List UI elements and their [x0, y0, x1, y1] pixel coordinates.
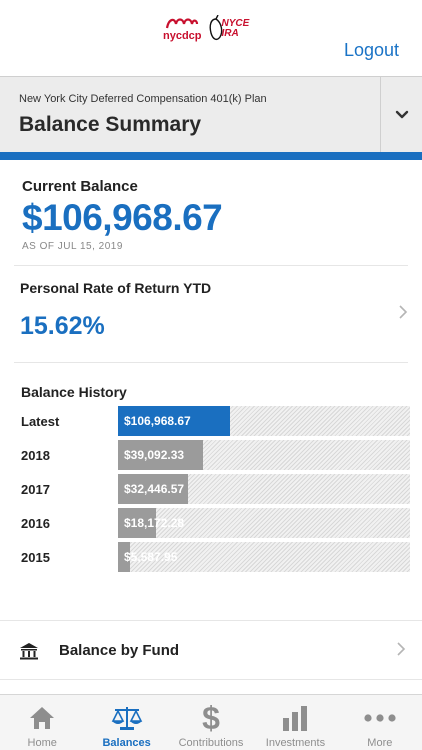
bottom-tab-bar: Home Balances $ Contributions — [0, 694, 422, 750]
plan-dropdown-button[interactable] — [380, 77, 422, 153]
ira-text: IRA — [221, 28, 239, 39]
nycdcp-logo-text: nycdcp — [163, 30, 202, 42]
balance-history-title: Balance History — [21, 384, 127, 400]
tab-label: Contributions — [178, 737, 244, 749]
history-bar-track: $5,587.95 — [118, 542, 410, 572]
logout-button[interactable]: Logout — [343, 40, 399, 60]
tab-label: More — [367, 737, 393, 749]
history-row-label: Latest — [21, 414, 60, 429]
history-bar-fill — [118, 440, 203, 470]
nyce-text: NYCE — [221, 18, 250, 29]
bank-icon — [20, 643, 38, 660]
history-row-value: $106,968.67 — [124, 414, 191, 428]
current-balance-label: Current Balance — [22, 178, 138, 195]
history-row-value: $32,446.57 — [124, 482, 185, 496]
tab-home[interactable]: Home — [0, 695, 84, 750]
history-bar-fill — [118, 508, 156, 538]
balance-by-fund-label: Balance by Fund — [59, 642, 180, 659]
history-bar-track: $18,172.28 — [118, 508, 410, 538]
history-bar-fill — [118, 406, 231, 436]
history-row-label: 2017 — [21, 482, 50, 497]
history-row: 2016 $18,172.28 — [21, 508, 411, 538]
plan-selector[interactable]: New York City Deferred Compensation 401(… — [0, 76, 422, 153]
chevron-right-icon — [397, 642, 406, 656]
history-bar-track: $106,968.67 — [118, 406, 410, 436]
history-row: Latest $106,968.67 — [21, 406, 411, 436]
history-row-label: 2018 — [21, 448, 50, 463]
tab-label: Investments — [265, 737, 326, 749]
history-row: 2017 $32,446.57 — [21, 474, 411, 504]
tab-balances[interactable]: Balances — [84, 695, 168, 750]
history-bar-fill — [118, 474, 189, 504]
divider — [14, 265, 408, 266]
tab-more[interactable]: More — [338, 695, 422, 750]
current-balance-as-of: AS OF JUL 15, 2019 — [22, 241, 123, 252]
bar-chart-icon — [283, 706, 308, 731]
tab-label: Balances — [102, 737, 151, 749]
balance-history-section: Balance History Latest $106,968.67 2018 … — [21, 384, 411, 572]
nyce-ira-logo: NYCE IRA — [208, 15, 250, 41]
more-dots-icon — [364, 714, 396, 722]
history-row-value: $39,092.33 — [124, 448, 185, 462]
tab-label: Home — [27, 737, 57, 749]
plan-name: New York City Deferred Compensation 401(… — [19, 93, 267, 105]
rate-of-return-label: Personal Rate of Return YTD — [20, 280, 212, 296]
history-bar-fill — [118, 542, 130, 572]
rate-of-return-value: 15.62% — [20, 312, 105, 340]
history-row-value: $18,172.28 — [124, 516, 185, 530]
top-bar: nycdcp NYCE IRA Logout — [0, 0, 422, 76]
history-row-value: $5,587.95 — [124, 550, 178, 564]
nycdcp-swirl-icon — [165, 18, 199, 29]
brand-logos: nycdcp NYCE IRA — [163, 15, 250, 42]
history-row-label: 2015 — [21, 550, 50, 565]
rate-of-return-row[interactable]: Personal Rate of Return YTD 15.62% — [20, 280, 410, 362]
apple-icon — [209, 15, 222, 41]
tab-investments[interactable]: Investments — [253, 695, 337, 750]
chevron-down-icon — [395, 110, 408, 119]
home-icon — [30, 707, 55, 729]
nycdcp-logo: nycdcp — [163, 16, 202, 42]
dollar-icon: $ — [202, 700, 220, 736]
divider — [14, 362, 408, 363]
history-bar-track: $32,446.57 — [118, 474, 410, 504]
tab-contributions[interactable]: $ Contributions — [169, 695, 253, 750]
history-row: 2018 $39,092.33 — [21, 440, 411, 470]
history-row-label: 2016 — [21, 516, 50, 531]
history-bar-track: $39,092.33 — [118, 440, 410, 470]
accent-stripe — [0, 152, 422, 160]
chevron-right-icon — [399, 305, 408, 319]
current-balance-amount: $106,968.67 — [22, 197, 223, 238]
scales-icon — [111, 707, 142, 730]
current-balance-section: Current Balance $106,968.67 AS OF JUL 15… — [22, 178, 223, 252]
history-row: 2015 $5,587.95 — [21, 542, 411, 572]
page-title: Balance Summary — [19, 113, 202, 136]
balance-by-fund-row[interactable]: Balance by Fund — [0, 620, 422, 680]
